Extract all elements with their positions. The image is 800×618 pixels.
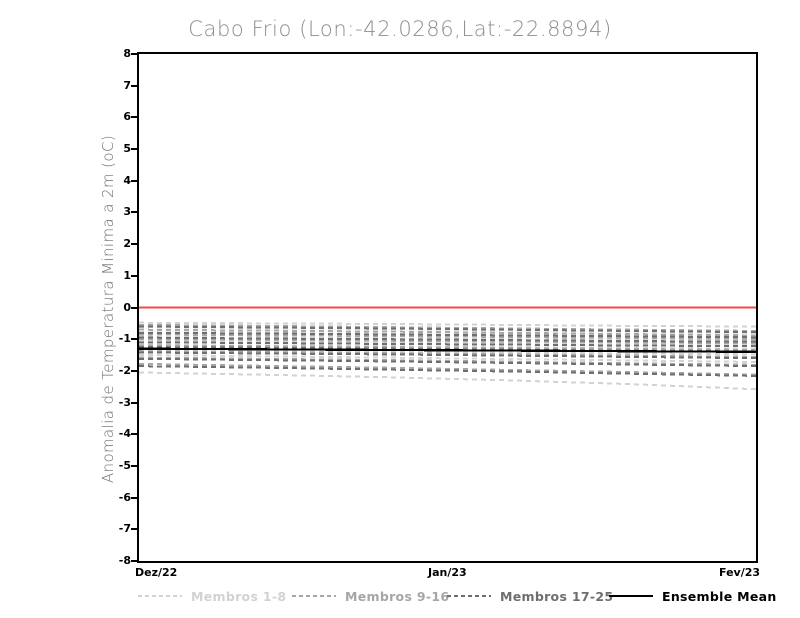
y-tick-label: 6 (123, 110, 131, 124)
y-tick-label: 4 (123, 173, 131, 187)
legend-swatch (447, 590, 491, 602)
member-line (139, 336, 756, 343)
y-tick-mark (131, 84, 138, 87)
legend-swatch (609, 590, 653, 602)
y-tick-mark (131, 148, 138, 151)
y-tick-mark (131, 338, 138, 341)
y-tick-mark (131, 369, 138, 372)
member-line (139, 321, 756, 328)
chart-title: Cabo Frio (Lon:-42.0286,Lat:-22.8894) (188, 17, 612, 41)
x-tick-label: Fev/23 (719, 566, 761, 579)
legend-label: Membros 1-8 (191, 588, 287, 604)
ensemble-mean-line (139, 347, 756, 353)
y-tick-label: -6 (118, 490, 131, 504)
member-line (139, 371, 756, 391)
member-line (139, 344, 756, 351)
legend-swatch (138, 590, 182, 602)
legend-item: Membros 17-25 (447, 586, 613, 606)
plot-lines (139, 306, 756, 391)
y-tick-label: -5 (118, 458, 131, 472)
y-tick-mark (131, 401, 138, 404)
y-tick-mark (131, 528, 138, 531)
y-tick-label: -4 (118, 427, 131, 441)
member-line (139, 339, 756, 346)
y-tick-label: -8 (118, 554, 131, 567)
y-tick-mark (131, 53, 138, 55)
plot-area (137, 52, 758, 563)
legend-swatch (292, 590, 336, 602)
member-line (139, 362, 756, 376)
legend-label: Membros 9-16 (345, 588, 450, 604)
member-line (139, 357, 756, 368)
member-line (139, 323, 756, 332)
y-tick-label: 8 (123, 47, 131, 60)
y-tick-mark (131, 179, 138, 182)
y-tick-label: -1 (118, 332, 131, 346)
y-tick-mark (131, 243, 138, 246)
x-tick-label: Dez/22 (135, 566, 178, 579)
y-tick-label: 7 (123, 78, 131, 92)
y-tick-mark (131, 496, 138, 499)
x-tick-label: Jan/23 (428, 566, 467, 579)
y-tick-label: 1 (123, 268, 131, 282)
y-tick-label: 5 (123, 142, 131, 156)
member-line (139, 325, 756, 334)
member-line (139, 351, 756, 360)
member-line (139, 333, 756, 340)
member-line (139, 365, 756, 377)
member-line (139, 350, 756, 358)
y-tick-label: -3 (118, 395, 131, 409)
y-tick-mark (131, 560, 138, 562)
y-tick-mark (131, 211, 138, 214)
legend-label: Ensemble Mean (662, 588, 777, 604)
y-tick-mark (131, 274, 138, 277)
legend-item: Membros 9-16 (292, 586, 449, 606)
member-line (139, 338, 756, 345)
y-tick-label: 3 (123, 205, 131, 219)
member-line (139, 328, 756, 337)
y-tick-label: 2 (123, 237, 131, 251)
y-tick-mark (131, 116, 138, 119)
chart-legend: Membros 1-8 Membros 9-16 Membros 17-25 Ense… (0, 586, 800, 608)
y-tick-mark (131, 306, 138, 309)
legend-label: Membros 17-25 (500, 588, 614, 604)
y-tick-mark (131, 433, 138, 436)
member-line (139, 356, 756, 366)
member-line (139, 354, 756, 363)
y-tick-label: -7 (118, 522, 131, 536)
y-tick-label: 0 (123, 300, 131, 314)
member-line (139, 341, 756, 348)
y-tick-label: -2 (118, 363, 131, 377)
y-tick-mark (131, 464, 138, 467)
legend-item: Ensemble Mean (609, 586, 777, 606)
legend-item: Membros 1-8 (138, 586, 286, 606)
member-line (139, 331, 756, 339)
